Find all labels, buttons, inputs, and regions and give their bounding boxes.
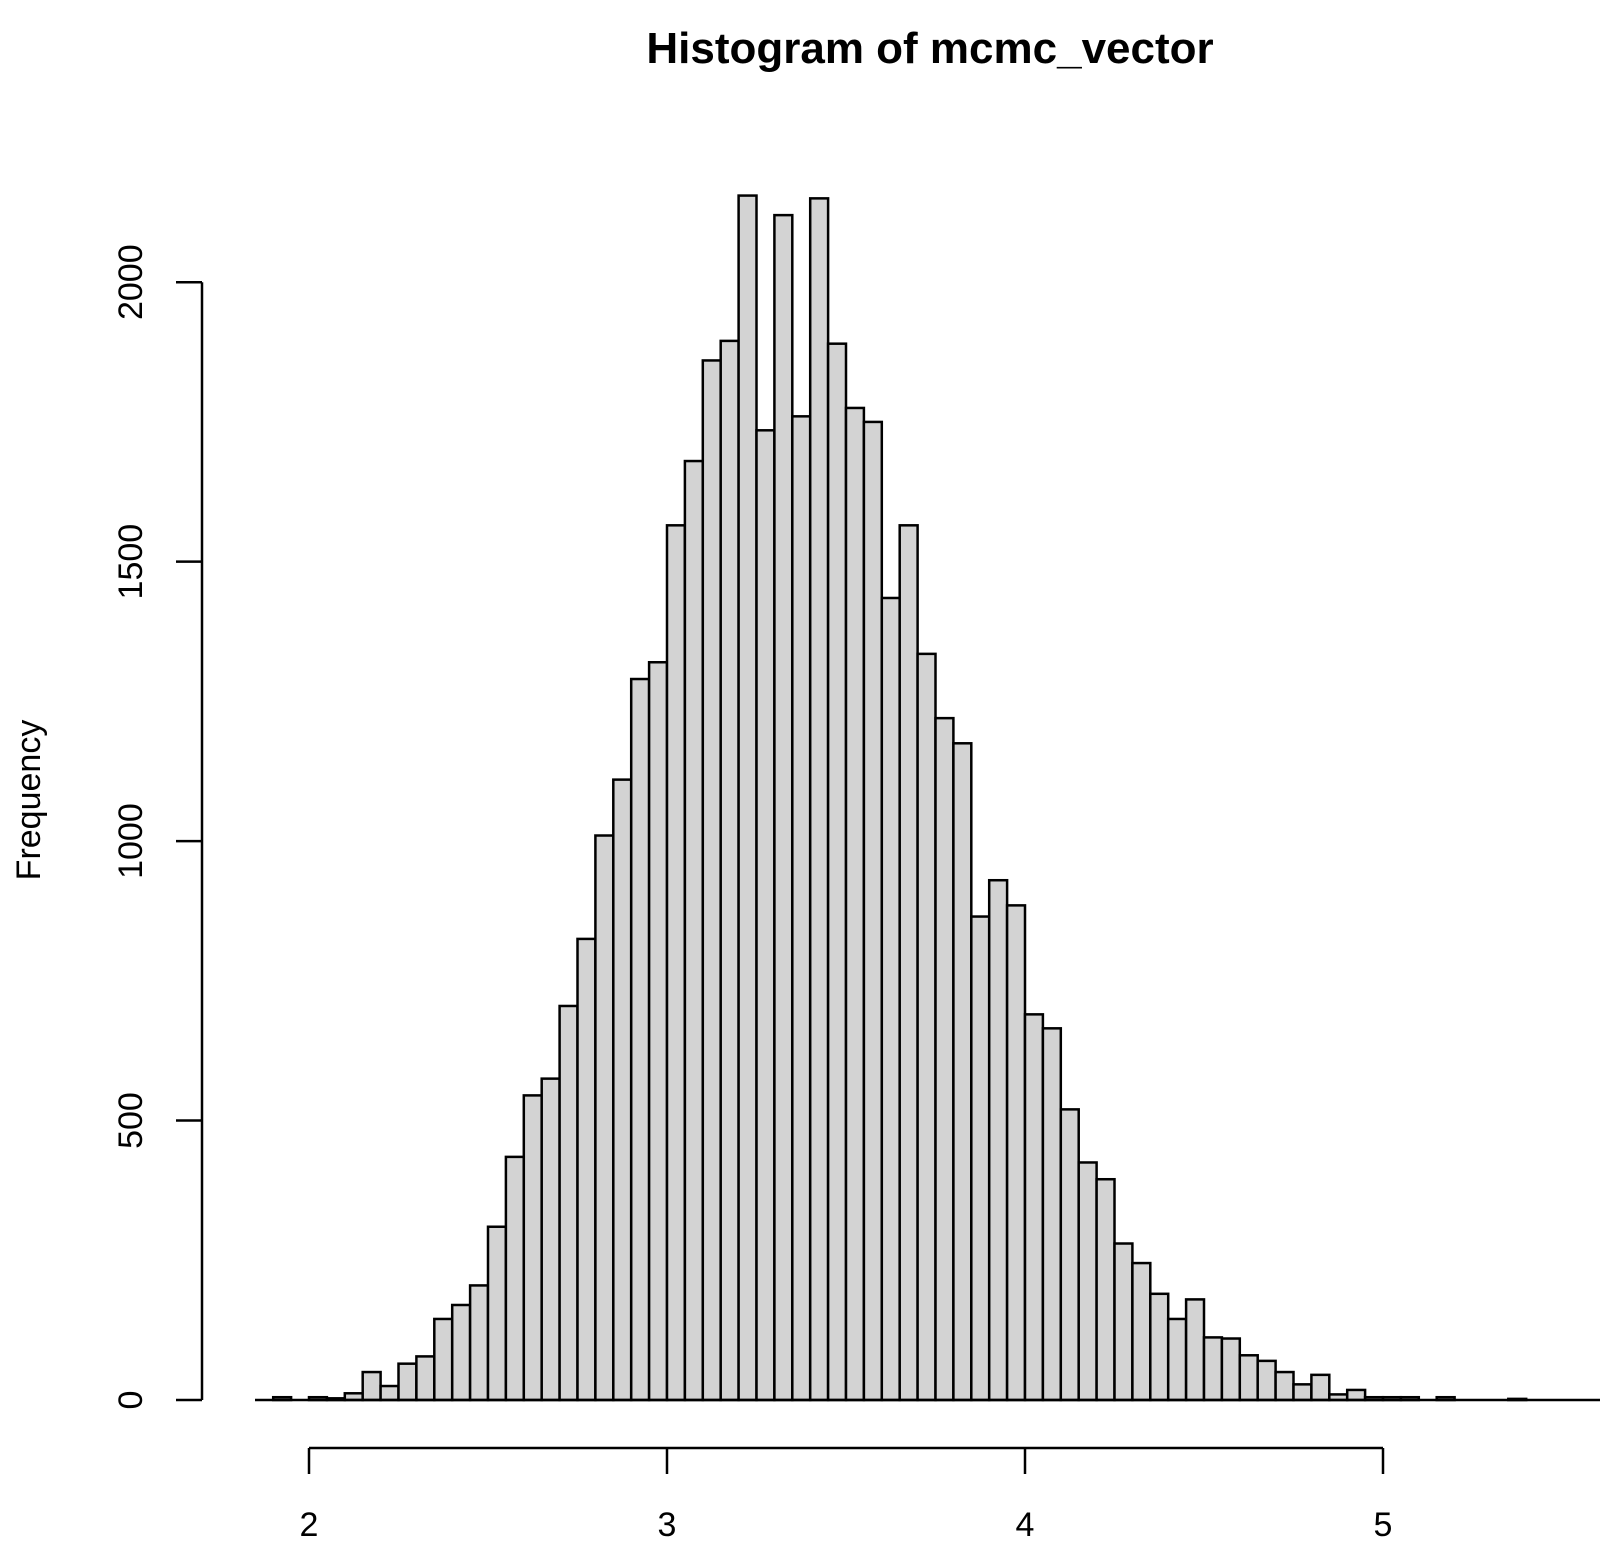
- histogram-bar: [558, 1004, 579, 1402]
- histogram-bar: [844, 406, 866, 1402]
- histogram-bar: [379, 1384, 400, 1402]
- histogram-bar: [1184, 1298, 1206, 1402]
- histogram-bar: [755, 429, 776, 1402]
- bars-group: [271, 194, 1528, 1402]
- histogram-bar: [629, 677, 651, 1402]
- histogram-bar: [1005, 904, 1027, 1402]
- histogram-bar: [361, 1370, 382, 1402]
- histogram-bar: [952, 742, 973, 1402]
- x-axis: 2 3 4 5: [300, 1446, 1393, 1544]
- chart-title: Histogram of mcmc_vector: [646, 24, 1213, 73]
- histogram-bar: [415, 1355, 436, 1402]
- histogram-bar: [898, 524, 919, 1402]
- histogram-bar: [987, 878, 1009, 1402]
- x-tick-label: 5: [1374, 1506, 1393, 1544]
- histogram-bar: [1041, 1027, 1063, 1402]
- histogram-bar: [1059, 1108, 1080, 1402]
- x-tick-label: 4: [1016, 1506, 1035, 1544]
- histogram-bar: [1292, 1383, 1313, 1402]
- histogram-bar: [1113, 1242, 1134, 1402]
- histogram-bar: [450, 1303, 472, 1402]
- x-tick-label: 3: [658, 1506, 677, 1544]
- histogram-bar: [665, 524, 687, 1402]
- histogram-bar: [1256, 1359, 1277, 1402]
- histogram-bar: [773, 213, 794, 1402]
- histogram-bar: [808, 197, 830, 1402]
- y-tick-label: 0: [112, 1391, 150, 1410]
- x-tick-label: 2: [300, 1506, 319, 1544]
- histogram-bar: [719, 339, 740, 1402]
- histogram-bar: [1345, 1388, 1367, 1402]
- y-tick-label: 1500: [112, 524, 150, 600]
- y-tick-label: 500: [112, 1092, 150, 1149]
- histogram-bar: [468, 1284, 490, 1402]
- histogram-bar: [1149, 1292, 1170, 1402]
- y-axis: 0 500 1000 1500 2000: [112, 244, 204, 1410]
- histogram-bar: [1166, 1317, 1188, 1402]
- y-axis-label: Frequency: [10, 720, 48, 881]
- histogram-bar: [540, 1077, 561, 1402]
- histogram-bar: [504, 1155, 526, 1402]
- y-tick-label: 2000: [112, 244, 150, 320]
- histogram-bar: [934, 716, 955, 1402]
- histogram-bar: [880, 596, 901, 1402]
- histogram-bar: [1274, 1370, 1295, 1402]
- histogram-bar: [1310, 1373, 1331, 1402]
- histogram-bar: [970, 915, 991, 1402]
- histogram-bar: [647, 661, 669, 1402]
- histogram-bar: [916, 652, 937, 1402]
- histogram-bar: [576, 937, 597, 1402]
- histogram-bar: [1023, 1013, 1045, 1402]
- histogram-bar: [612, 778, 633, 1402]
- histogram-bar: [1220, 1337, 1242, 1402]
- histogram-bar: [1077, 1161, 1098, 1402]
- histogram-bar: [433, 1317, 454, 1402]
- histogram-bar: [594, 834, 615, 1402]
- histogram-bar: [522, 1094, 543, 1402]
- y-tick-label: 1000: [112, 803, 150, 879]
- histogram-bar: [862, 420, 884, 1402]
- histogram-bar: [1095, 1177, 1116, 1402]
- histogram-bar: [701, 359, 722, 1402]
- histogram-bar: [397, 1362, 418, 1402]
- histogram-bar: [1238, 1354, 1259, 1402]
- histogram-bar: [1131, 1261, 1152, 1402]
- histogram-bar: [683, 459, 705, 1402]
- histogram-bar: [791, 415, 812, 1402]
- histogram-bar: [826, 342, 848, 1402]
- histogram-bar: [486, 1225, 508, 1402]
- histogram-bar: [737, 194, 758, 1402]
- histogram-bar: [1202, 1336, 1224, 1402]
